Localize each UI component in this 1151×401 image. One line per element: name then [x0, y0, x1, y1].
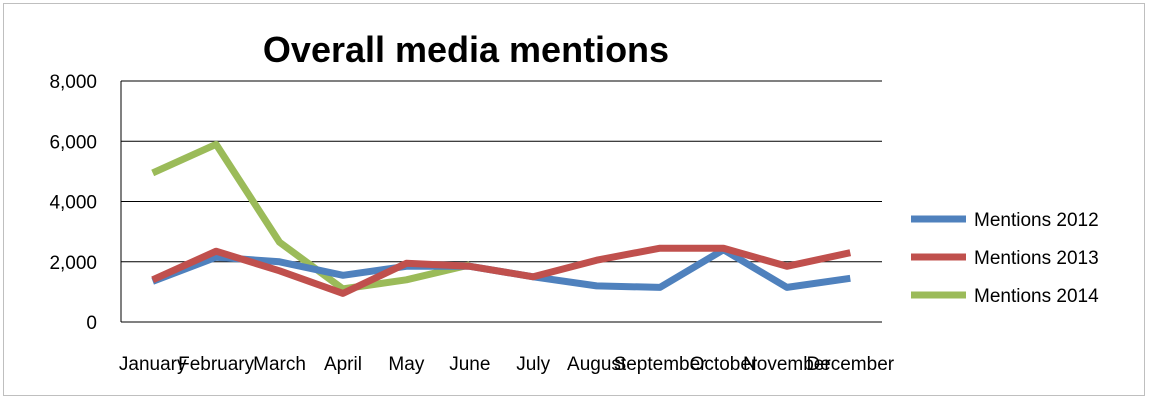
x-tick-label: September: [614, 354, 708, 375]
x-tick-label: June: [449, 354, 490, 375]
x-tick-label: August: [567, 354, 627, 375]
series-lines: [151, 140, 852, 297]
x-tick-label: February: [178, 354, 255, 375]
y-tick-label: 0: [86, 313, 97, 334]
y-tick-label: 6,000: [49, 132, 97, 153]
legend-label-2: Mentions 2014: [974, 286, 1099, 307]
x-tick-label: March: [253, 354, 306, 375]
x-tick-label: December: [806, 354, 894, 375]
x-tick-label: May: [388, 354, 424, 375]
gridlines: [121, 80, 882, 263]
chart-frame: Overall media mentions 0 2,000 4,000 6,000 8…: [3, 3, 1145, 396]
chart-title: Overall media mentions: [263, 29, 669, 70]
legend-label-1: Mentions 2013: [974, 248, 1099, 269]
axes: [120, 81, 882, 323]
y-tick-label: 8,000: [49, 72, 97, 93]
x-tick-label: April: [324, 354, 362, 375]
series-line-1: [151, 244, 852, 297]
y-tick-labels: 0 2,000 4,000 6,000 8,000: [49, 72, 97, 334]
x-tick-label: October: [690, 354, 758, 375]
x-tick-label: July: [516, 354, 550, 375]
legend-label-0: Mentions 2012: [974, 210, 1099, 231]
x-tick-label: November: [743, 354, 831, 375]
line-chart: Overall media mentions 0 2,000 4,000 6,000 8…: [49, 29, 1099, 375]
y-tick-label: 2,000: [49, 253, 97, 274]
y-tick-label: 4,000: [49, 193, 97, 214]
x-tick-label: January: [119, 354, 187, 375]
legend: Mentions 2012 Mentions 2013 Mentions 2014: [911, 210, 1099, 307]
